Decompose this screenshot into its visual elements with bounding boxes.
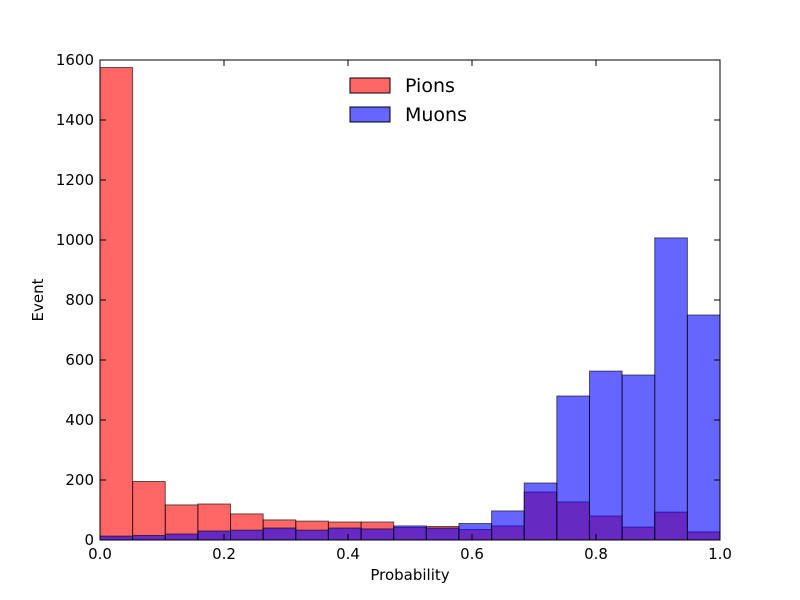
x-tick-label: 0.6 — [460, 545, 484, 563]
y-tick-label: 1000 — [56, 231, 94, 249]
y-tick-label: 800 — [65, 291, 94, 309]
y-tick-label: 1400 — [56, 111, 94, 129]
muons-bar — [327, 527, 362, 541]
y-tick-label: 400 — [65, 411, 94, 429]
y-tick-label: 600 — [65, 351, 94, 369]
y-tick-label: 200 — [65, 471, 94, 489]
legend-swatch-pions — [349, 77, 391, 94]
muons-bar — [132, 535, 166, 541]
plot-frame — [99, 59, 721, 541]
muons-bar — [99, 535, 134, 541]
muons-bar — [425, 527, 460, 541]
muons-bar — [295, 529, 329, 541]
muons-bar — [523, 482, 558, 541]
muons-bar — [621, 374, 656, 541]
muons-bar — [164, 533, 199, 541]
muons-bar — [230, 529, 264, 541]
plot-bars — [99, 67, 721, 541]
legend-label-pions: Pions — [405, 75, 455, 97]
pions-bar — [99, 67, 134, 541]
y-tick-label: 1600 — [56, 51, 94, 69]
y-tick-label: 1200 — [56, 171, 94, 189]
muons-bar — [458, 523, 493, 541]
legend-label-muons: Muons — [405, 104, 467, 126]
x-tick-label: 0.4 — [336, 545, 360, 563]
muons-bar — [686, 314, 721, 541]
x-tick-label: 0.0 — [88, 545, 112, 563]
legend-swatch-muons — [349, 106, 391, 123]
y-axis-title: Event — [29, 278, 47, 321]
muons-bar — [491, 510, 525, 541]
muons-bar — [556, 395, 590, 541]
muons-bar — [588, 370, 623, 541]
x-tick-label: 0.8 — [584, 545, 608, 563]
pions-bar — [132, 481, 166, 541]
muons-bar — [262, 527, 297, 541]
x-axis-title: Probability — [370, 566, 449, 584]
x-tick-label: 1.0 — [708, 545, 732, 563]
x-tick-label: 0.2 — [212, 545, 236, 563]
muons-bar — [393, 525, 427, 541]
y-tick-label: 0 — [84, 531, 94, 549]
muons-bar — [654, 237, 688, 541]
muons-bar — [360, 528, 395, 541]
muons-bar — [197, 530, 232, 541]
legend: Pions Muons — [349, 75, 467, 126]
